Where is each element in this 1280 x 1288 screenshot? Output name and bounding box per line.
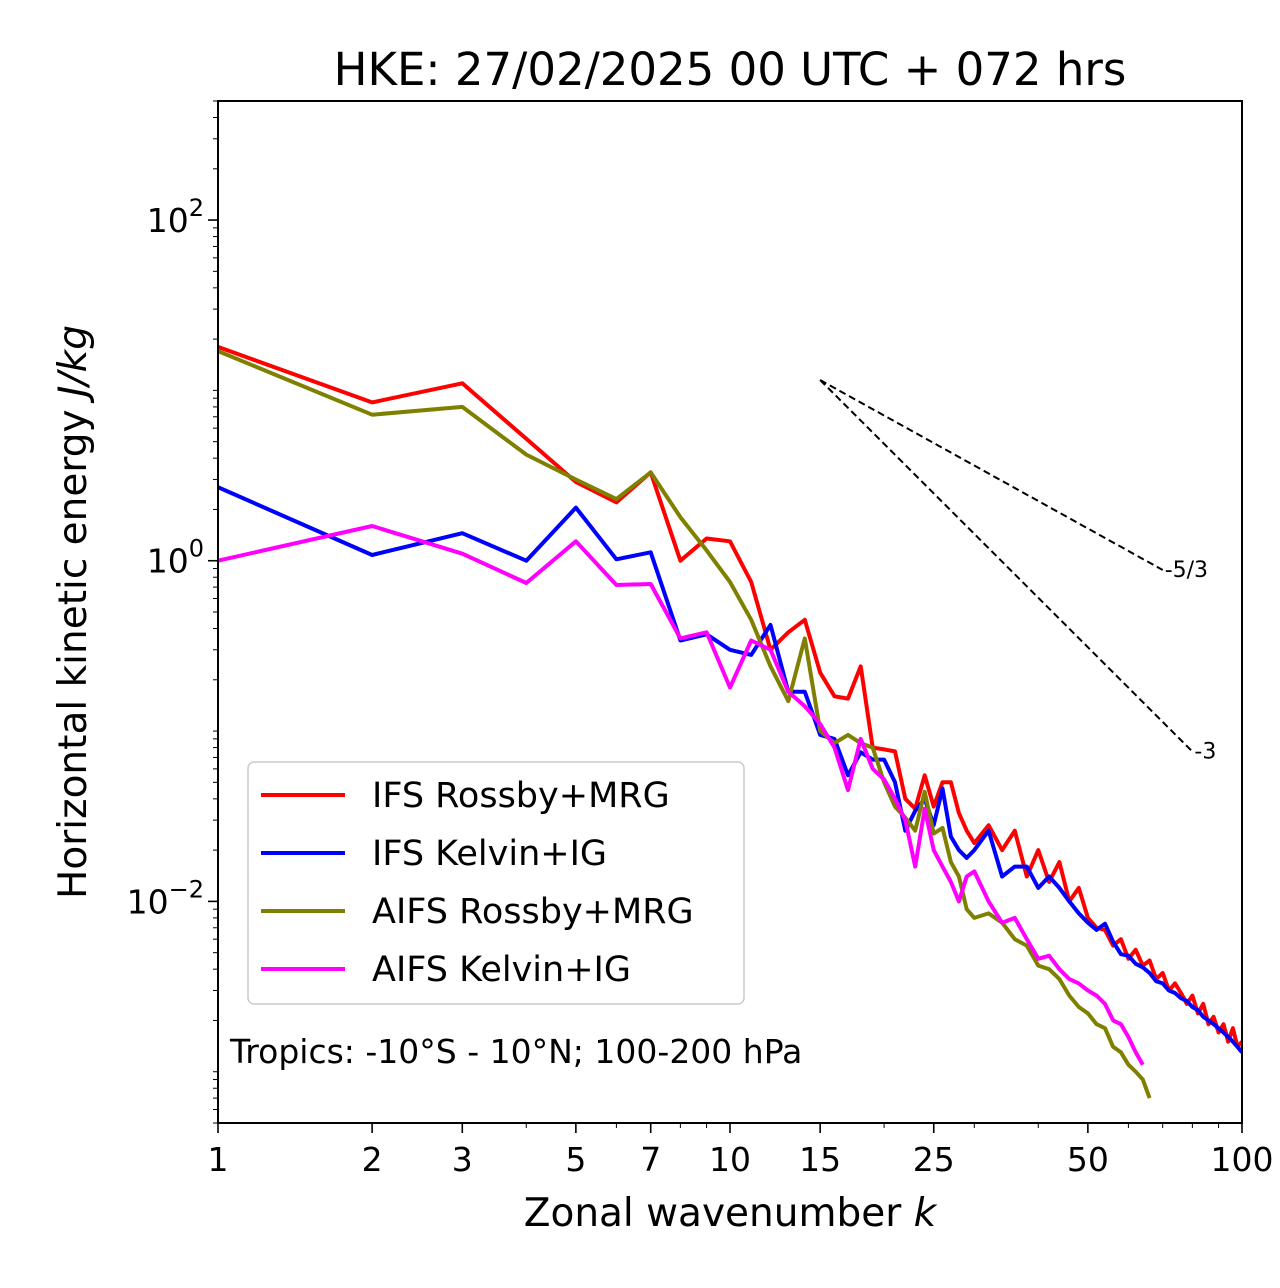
series-layer: [218, 345, 1242, 1099]
x-tick-label: 7: [640, 1140, 661, 1179]
slope-label-2: -3: [1194, 740, 1216, 765]
y-tick-labels: 102 100 10−2: [127, 194, 204, 921]
y-axis-label-unit: J/kg: [51, 325, 96, 404]
legend: IFS Rossby+MRG IFS Kelvin+IG AIFS Rossby+M…: [247, 761, 745, 1005]
legend-label-2: IFS Kelvin+IG: [372, 834, 607, 874]
legend-label-4: AIFS Kelvin+IG: [372, 950, 631, 990]
x-tick-label: 5: [565, 1140, 586, 1179]
x-tick-label: 3: [452, 1140, 473, 1179]
x-tick-label: 100: [1211, 1140, 1274, 1179]
y-tick-label: 100: [147, 535, 204, 581]
legend-label-3: AIFS Rossby+MRG: [372, 892, 694, 932]
chart-title: HKE: 27/02/2025 00 UTC + 072 hrs: [334, 43, 1127, 96]
legend-box: [247, 761, 745, 1005]
reference-slopes: -5/3 -3: [819, 379, 1216, 765]
x-axis-label-text: Zonal wavenumber: [524, 1191, 902, 1236]
x-tick-label: 1: [208, 1140, 229, 1179]
x-tick-label: 50: [1067, 1140, 1109, 1179]
x-tick-label: 2: [362, 1140, 383, 1179]
x-axis-label: Zonal wavenumber k: [524, 1191, 938, 1236]
y-axis-label-text: Horizontal kinetic energy: [51, 409, 96, 899]
series-line-3: [218, 349, 1152, 1099]
x-tick-labels: 1 2 3 5 7 10 15 25 50 100: [208, 1140, 1274, 1179]
slope-line-1: [819, 379, 1164, 571]
plot-frame: [217, 100, 1243, 1124]
series-line-2: [218, 485, 1242, 1054]
y-axis-label: Horizontal kinetic energy J/kg: [51, 325, 96, 899]
x-tick-label: 10: [709, 1140, 751, 1179]
x-tick-label: 15: [799, 1140, 841, 1179]
legend-label-1: IFS Rossby+MRG: [372, 776, 670, 816]
x-tick-label: 25: [913, 1140, 955, 1179]
slope-label-1: -5/3: [1165, 558, 1208, 583]
series-line-4: [218, 524, 1145, 1066]
region-annotation: Tropics: -10°S - 10°N; 100-200 hPa: [229, 1032, 802, 1071]
x-axis-label-symbol: k: [914, 1191, 938, 1236]
y-tick-label: 102: [147, 194, 204, 240]
y-tick-label: 10−2: [127, 875, 204, 921]
slope-line-2: [819, 379, 1194, 753]
